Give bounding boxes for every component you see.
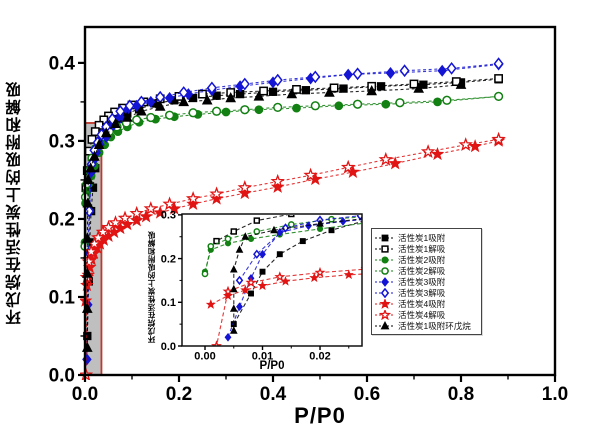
legend-label: 活性炭1吸附 <box>398 232 446 243</box>
legend-item-ac1-desorption: 活性炭1解吸 <box>375 243 478 254</box>
legend-item-ac1-cyclopentane-adsorption: 活性炭1吸附环戊烷 <box>375 321 478 332</box>
filled-triangle-icon <box>375 321 395 330</box>
inset-axis-ticks: 0.00 0.01 0.02 0.0 0.1 0.2 0.3 <box>161 210 350 363</box>
svg-text:0.2: 0.2 <box>166 384 192 405</box>
y-axis-label: 环戊烷在活性炭上的吸附和解吸 <box>6 80 23 325</box>
legend-item-ac2-desorption: 活性炭2解吸 <box>375 265 478 276</box>
open-circle-icon <box>375 267 395 275</box>
svg-text:0.4: 0.4 <box>49 53 76 74</box>
svg-text:0.2: 0.2 <box>49 209 75 230</box>
main-axis-ticks: 0.0 0.2 0.4 0.6 0.8 1.0 0.0 0.1 0.2 0.3 0.4 <box>49 53 569 405</box>
svg-text:0.1: 0.1 <box>49 287 76 308</box>
inset-x-axis-label: P/P0 <box>259 360 285 372</box>
filled-circle-icon <box>375 256 395 264</box>
legend-label: 活性炭4吸附 <box>398 299 446 310</box>
svg-text:0.2: 0.2 <box>161 253 176 265</box>
legend-item-ac3-desorption: 活性炭3解吸 <box>375 287 478 299</box>
main-plot-series <box>80 57 506 380</box>
svg-text:0.8: 0.8 <box>448 384 474 405</box>
svg-text:0.02: 0.02 <box>309 351 330 363</box>
legend-label: 活性炭3吸附 <box>398 276 446 287</box>
open-star-icon <box>375 310 395 321</box>
svg-text:0.00: 0.00 <box>194 351 215 363</box>
series-ac2-desorption <box>201 215 362 278</box>
series-ac1-cyclopentane-adsorption <box>229 218 362 334</box>
filled-diamond-icon <box>375 277 395 287</box>
x-axis-label: P/P0 <box>294 403 346 428</box>
legend-item-ac4-desorption: 活性炭4解吸 <box>375 310 478 321</box>
svg-text:0.4: 0.4 <box>260 384 287 405</box>
legend-label: 活性炭1解吸 <box>398 243 446 254</box>
svg-text:0.0: 0.0 <box>72 384 98 405</box>
legend-item-ac4-adsorption: 活性炭4吸附 <box>375 299 478 310</box>
series-ac1-desorption <box>213 215 295 245</box>
legend-label: 活性炭2吸附 <box>398 254 446 265</box>
svg-text:1.0: 1.0 <box>542 384 568 405</box>
legend-item-ac2-adsorption: 活性炭2吸附 <box>375 254 478 265</box>
open-diamond-icon <box>375 288 395 299</box>
svg-text:0.0: 0.0 <box>49 366 75 387</box>
svg-text:0.01: 0.01 <box>252 351 273 363</box>
legend-label: 活性炭1吸附环戊烷 <box>398 321 471 332</box>
legend-label: 活性炭3解吸 <box>398 288 446 299</box>
legend-item-ac3-adsorption: 活性炭3吸附 <box>375 276 478 287</box>
svg-text:0.0: 0.0 <box>161 341 176 353</box>
inset-y-axis-label: 环戊烷在活性炭上的吸附和解吸 <box>147 231 156 343</box>
svg-text:0.6: 0.6 <box>354 384 380 405</box>
legend: 活性炭1吸附 活性炭1解吸 活性炭2吸附 活性炭2解吸 活性炭3吸附 活性炭3解吸 活性炭4… <box>371 228 482 335</box>
open-square-icon <box>375 245 395 253</box>
filled-square-icon <box>375 234 395 241</box>
filled-star-icon <box>375 299 395 309</box>
series-ac1-adsorption <box>230 221 362 328</box>
svg-text:0.1: 0.1 <box>161 297 176 309</box>
inset-series <box>201 215 362 347</box>
legend-label: 活性炭4解吸 <box>398 310 446 321</box>
svg-text:0.3: 0.3 <box>161 210 176 222</box>
legend-item-ac1-adsorption: 活性炭1吸附 <box>375 232 478 243</box>
svg-text:0.3: 0.3 <box>49 131 75 152</box>
inset-background <box>182 214 362 346</box>
legend-label: 活性炭2解吸 <box>398 265 446 276</box>
